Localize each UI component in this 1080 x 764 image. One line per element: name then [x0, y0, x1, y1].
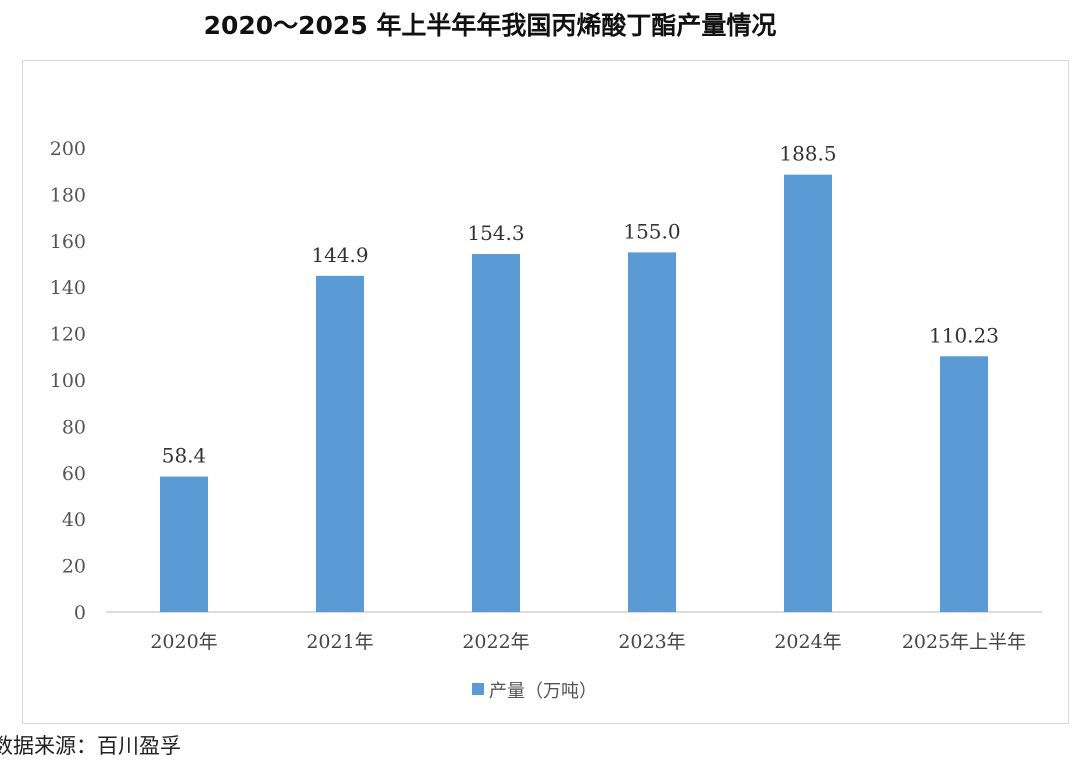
- x-tick-label: 2025年上半年: [902, 631, 1026, 653]
- y-axis-ticks: 0 20 40 60 80 100 120 140 160 180 200: [50, 138, 86, 624]
- y-tick-label: 120: [50, 324, 86, 346]
- bar: [784, 174, 832, 612]
- y-tick-label: 40: [62, 509, 86, 531]
- category-labels: 2020年 2021年 2022年 2023年 2024年 2025年上半年: [150, 631, 1026, 653]
- data-label: 155.0: [623, 219, 680, 243]
- y-tick-label: 180: [50, 184, 86, 206]
- x-tick-label: 2022年: [462, 631, 529, 653]
- data-source: 数据来源：百川盈孚: [0, 734, 181, 758]
- data-labels: 58.4 144.9 154.3 155.0 188.5 110.23: [162, 142, 999, 468]
- x-tick-label: 2023年: [618, 631, 685, 653]
- bar: [160, 476, 208, 612]
- x-tick-label: 2024年: [774, 631, 841, 653]
- data-label: 144.9: [311, 243, 368, 267]
- data-label: 154.3: [467, 221, 524, 245]
- y-tick-label: 20: [62, 556, 86, 578]
- y-tick-label: 0: [74, 602, 86, 624]
- data-label: 188.5: [779, 142, 836, 166]
- y-tick-label: 200: [50, 138, 86, 160]
- y-tick-label: 60: [62, 463, 86, 485]
- data-label: 110.23: [929, 323, 999, 347]
- bars: [160, 174, 988, 613]
- y-tick-label: 100: [50, 370, 86, 392]
- x-tick-label: 2020年: [150, 631, 217, 653]
- data-label: 58.4: [162, 444, 207, 468]
- bar: [940, 356, 988, 612]
- bar: [472, 254, 520, 613]
- y-tick-label: 140: [50, 277, 86, 299]
- y-tick-label: 80: [62, 416, 86, 438]
- bar: [316, 275, 364, 612]
- bar: [628, 252, 676, 612]
- legend: 产量（万吨）: [472, 681, 597, 702]
- legend-label: 产量（万吨）: [489, 681, 597, 702]
- y-tick-label: 160: [50, 231, 86, 253]
- x-tick-label: 2021年: [306, 631, 373, 653]
- chart-frame: [22, 60, 1069, 724]
- chart-title: 2020～2025 年上半年年我国丙烯酸丁酯产量情况: [203, 11, 777, 40]
- legend-swatch: [472, 683, 484, 695]
